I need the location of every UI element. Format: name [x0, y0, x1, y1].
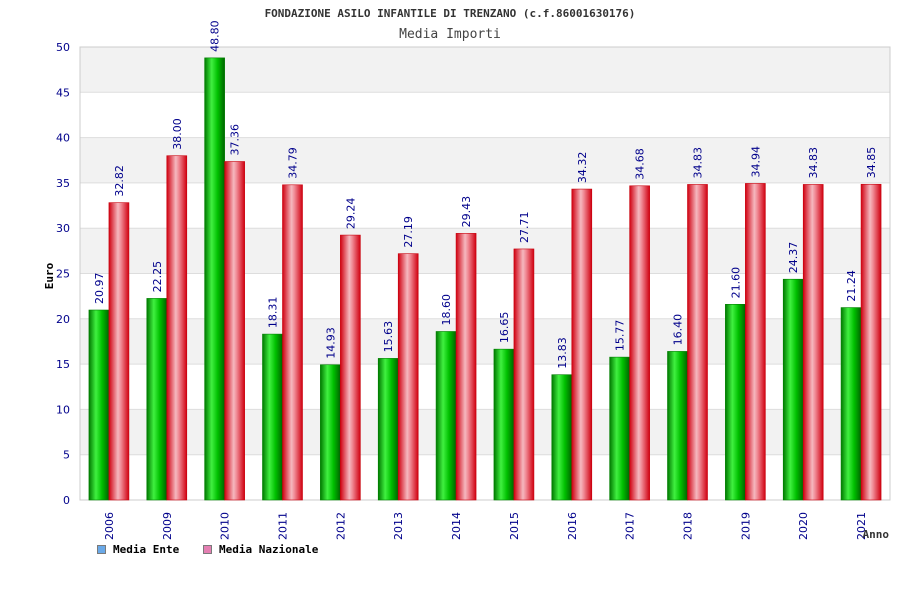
bar-media-nazionale	[860, 183, 882, 501]
bar-value-label: 15.63	[382, 321, 395, 353]
bar-media-ente	[262, 333, 283, 501]
bar-media-ente	[320, 364, 341, 501]
x-axis-label: Anno	[863, 528, 890, 541]
x-tick-label: 2011	[277, 512, 290, 540]
x-tick-label: 2019	[739, 512, 752, 540]
legend-item-media-ente: Media Ente	[97, 543, 179, 556]
x-tick-label: 2006	[103, 512, 116, 540]
grid-band	[80, 137, 890, 183]
bar-media-ente	[377, 358, 399, 501]
bar-value-label: 32.82	[113, 165, 126, 197]
bar-media-ente	[725, 304, 746, 501]
bar-media-nazionale	[687, 184, 708, 501]
bar-media-nazionale	[340, 234, 361, 501]
bar-media-nazionale	[166, 155, 188, 501]
x-tick-label: 2020	[797, 512, 810, 540]
y-tick-label: 40	[56, 132, 70, 145]
legend-swatch-media-nazionale	[203, 545, 212, 554]
bar-media-nazionale	[513, 248, 535, 501]
bar-media-nazionale	[571, 188, 593, 501]
x-tick-label: 2010	[219, 512, 232, 540]
bar-media-ente	[551, 374, 573, 501]
bar-value-label: 38.00	[171, 118, 184, 150]
bar-media-ente	[667, 351, 688, 501]
bar-value-label: 34.83	[807, 147, 820, 179]
x-tick-label: 2013	[392, 512, 405, 540]
bar-media-nazionale	[397, 253, 419, 501]
bar-media-ente	[493, 348, 515, 501]
bar-value-label: 18.31	[267, 297, 280, 329]
bar-value-label: 16.40	[672, 314, 685, 346]
grid-band	[80, 409, 890, 455]
bar-value-label: 24.37	[787, 242, 800, 274]
bar-value-label: 13.83	[556, 337, 569, 369]
bar-media-ente	[435, 331, 457, 501]
bar-media-nazionale	[224, 161, 245, 501]
bar-value-label: 48.80	[209, 20, 222, 52]
legend-label-media-nazionale: Media Nazionale	[219, 543, 319, 556]
bar-value-label: 22.25	[151, 261, 164, 293]
y-tick-label: 50	[56, 41, 70, 54]
grid-band	[80, 318, 890, 365]
bar-media-ente	[146, 298, 168, 501]
bar-media-nazionale	[282, 184, 303, 501]
bar-value-label: 37.36	[229, 124, 242, 156]
grid-band	[80, 47, 890, 93]
bar-value-label: 21.60	[729, 267, 742, 299]
y-tick-label: 15	[56, 358, 70, 371]
y-tick-label: 35	[56, 177, 70, 190]
x-tick-label: 2015	[508, 512, 521, 540]
bar-value-label: 29.24	[344, 198, 357, 230]
bar-media-nazionale	[108, 202, 130, 501]
bar-value-label: 14.93	[324, 327, 337, 359]
y-tick-label: 5	[63, 449, 70, 462]
bar-value-label: 34.94	[749, 146, 762, 178]
bar-value-label: 27.19	[402, 216, 415, 248]
legend-item-media-nazionale: Media Nazionale	[203, 543, 318, 556]
y-tick-label: 30	[56, 222, 70, 235]
y-axis-label: Euro	[43, 262, 56, 289]
bar-media-ente	[88, 309, 110, 501]
x-tick-label: 2018	[682, 512, 695, 540]
bar-value-label: 34.68	[634, 148, 647, 180]
chart-title: FONDAZIONE ASILO INFANTILE DI TRENZANO (…	[265, 7, 636, 20]
chart-subtitle: Media Importi	[399, 27, 501, 42]
bar-value-label: 34.83	[692, 147, 705, 179]
bar-value-label: 29.43	[460, 196, 473, 228]
x-tick-label: 2016	[566, 512, 579, 540]
x-tick-label: 2017	[624, 512, 637, 540]
bar-value-label: 27.71	[518, 211, 531, 243]
plot-area	[79, 46, 891, 501]
x-tick-label: 2021	[855, 512, 868, 540]
bar-media-nazionale	[745, 183, 766, 501]
bar-media-nazionale	[629, 185, 650, 501]
bar-value-label: 21.24	[845, 270, 858, 302]
bar-value-label: 20.97	[93, 273, 106, 305]
legend-label-media-ente: Media Ente	[113, 543, 180, 556]
bar-media-ente	[609, 356, 630, 501]
bar-value-label: 34.79	[287, 147, 300, 179]
bar-value-label: 34.32	[576, 152, 589, 184]
grid-band	[80, 228, 890, 274]
bar-media-ente	[782, 278, 804, 501]
bar-value-label: 16.65	[498, 312, 511, 344]
x-tick-label: 2012	[334, 512, 347, 540]
bar-value-label: 18.60	[440, 294, 453, 326]
x-tick-label: 2009	[161, 512, 174, 540]
bar-media-nazionale	[455, 233, 477, 501]
y-tick-label: 0	[63, 494, 70, 507]
bar-value-label: 15.77	[614, 320, 627, 352]
bar-value-label: 34.85	[865, 147, 878, 179]
y-tick-label: 25	[56, 268, 70, 281]
y-tick-label: 45	[56, 86, 70, 99]
y-tick-label: 20	[56, 313, 70, 326]
x-tick-label: 2014	[450, 512, 463, 540]
legend-swatch-media-ente	[97, 545, 106, 554]
bar-media-ente	[204, 57, 225, 501]
bar-media-ente	[840, 307, 862, 501]
y-tick-label: 10	[56, 403, 70, 416]
bar-media-nazionale	[802, 184, 824, 501]
